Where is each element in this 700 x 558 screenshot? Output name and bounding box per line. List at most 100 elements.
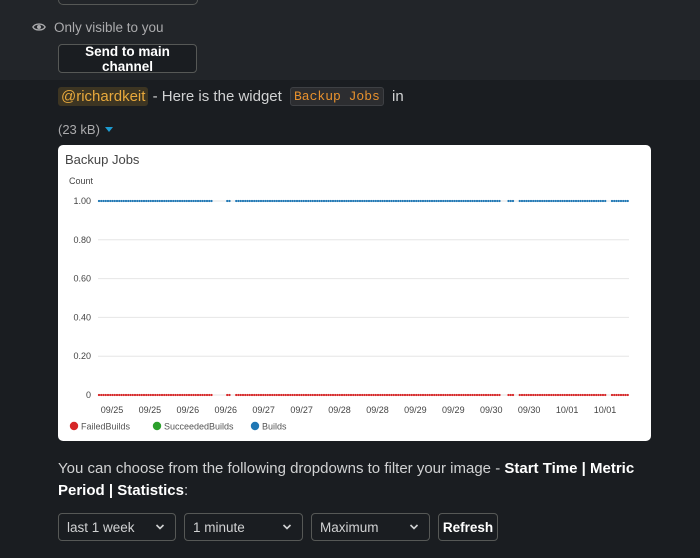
data-point [151, 393, 155, 397]
statistics-dropdown[interactable]: Maximum [311, 513, 430, 541]
data-point [592, 199, 596, 203]
x-tick-label: 09/26 [177, 405, 200, 415]
data-point [178, 393, 182, 397]
data-point [271, 199, 274, 203]
data-point [430, 393, 434, 397]
data-point [570, 199, 573, 203]
file-size-toggle[interactable]: (23 kB) [58, 122, 113, 137]
user-mention[interactable]: @richardkeit [58, 86, 149, 106]
data-point [246, 393, 249, 397]
data-point [122, 393, 125, 397]
data-point [376, 393, 380, 397]
data-point [622, 199, 625, 203]
data-point [313, 199, 317, 203]
start-time-dropdown[interactable]: last 1 week [58, 513, 176, 541]
data-point [462, 393, 465, 397]
data-point [595, 393, 598, 397]
data-point [316, 393, 319, 397]
data-point [419, 199, 422, 203]
data-point [491, 393, 494, 397]
data-point [507, 393, 510, 397]
data-point [527, 199, 530, 203]
data-point [293, 393, 296, 397]
data-point [309, 393, 312, 397]
data-point [550, 393, 553, 397]
data-point [622, 393, 625, 397]
data-point [565, 393, 569, 397]
data-point [399, 393, 402, 397]
data-point [118, 199, 121, 203]
data-point [442, 199, 445, 203]
data-point [534, 393, 537, 397]
data-point [352, 393, 355, 397]
data-point [102, 393, 105, 397]
chevron-down-icon [409, 524, 419, 530]
data-point [163, 199, 166, 203]
data-point [496, 393, 499, 397]
data-point [106, 393, 110, 397]
data-point [464, 393, 467, 397]
data-point [619, 199, 623, 203]
data-point [610, 199, 614, 203]
data-point [203, 393, 206, 397]
data-point [444, 393, 447, 397]
data-point [410, 393, 413, 397]
data-point [473, 393, 476, 397]
data-point [325, 393, 328, 397]
data-point [239, 393, 242, 397]
data-point [547, 199, 551, 203]
data-point [275, 199, 278, 203]
data-point [237, 199, 240, 203]
data-point [559, 199, 562, 203]
data-point [597, 199, 600, 203]
data-point [316, 199, 319, 203]
data-point [356, 199, 359, 203]
metric-period-dropdown[interactable]: 1 minute [184, 513, 303, 541]
data-point [507, 199, 510, 203]
data-point [453, 199, 456, 203]
data-point [122, 199, 125, 203]
data-point [435, 393, 438, 397]
data-point [358, 199, 362, 203]
data-point [412, 393, 416, 397]
data-point [185, 199, 188, 203]
send-to-main-channel-button[interactable]: Send to main channel [58, 44, 197, 74]
data-point [147, 393, 150, 397]
x-tick-label: 09/25 [139, 405, 162, 415]
data-point [437, 393, 440, 397]
data-point [568, 393, 571, 397]
data-point [97, 393, 101, 397]
data-point [552, 199, 555, 203]
data-point [138, 393, 141, 397]
metric-period-label: Metric Period [58, 460, 635, 499]
x-tick-label: 09/30 [480, 405, 503, 415]
data-point [136, 393, 139, 397]
eye-icon [32, 23, 46, 31]
data-point [322, 393, 326, 397]
data-point [190, 199, 193, 203]
data-point [268, 199, 272, 203]
message-text-tail: in [387, 87, 404, 105]
data-point [471, 393, 474, 397]
data-point [295, 393, 299, 397]
data-point [435, 199, 438, 203]
data-point [169, 393, 173, 397]
data-point [244, 199, 247, 203]
data-point [572, 199, 575, 203]
data-point [433, 199, 436, 203]
data-point [343, 199, 346, 203]
visibility-note: Only visible to you [32, 18, 164, 36]
refresh-button[interactable]: Refresh [438, 513, 498, 541]
backup-jobs-chart: Backup Jobs Count 0 0.20 0.40 0.60 0.80 1.00 09/… [65, 152, 629, 432]
data-point [572, 393, 575, 397]
data-point [455, 199, 458, 203]
file-size-text: (23 kB) [58, 122, 100, 137]
data-point [577, 393, 580, 397]
data-point [520, 393, 524, 397]
data-point [277, 393, 281, 397]
data-point [331, 199, 335, 203]
data-point [615, 199, 618, 203]
data-point [338, 393, 341, 397]
data-point [259, 393, 263, 397]
data-point [460, 393, 463, 397]
